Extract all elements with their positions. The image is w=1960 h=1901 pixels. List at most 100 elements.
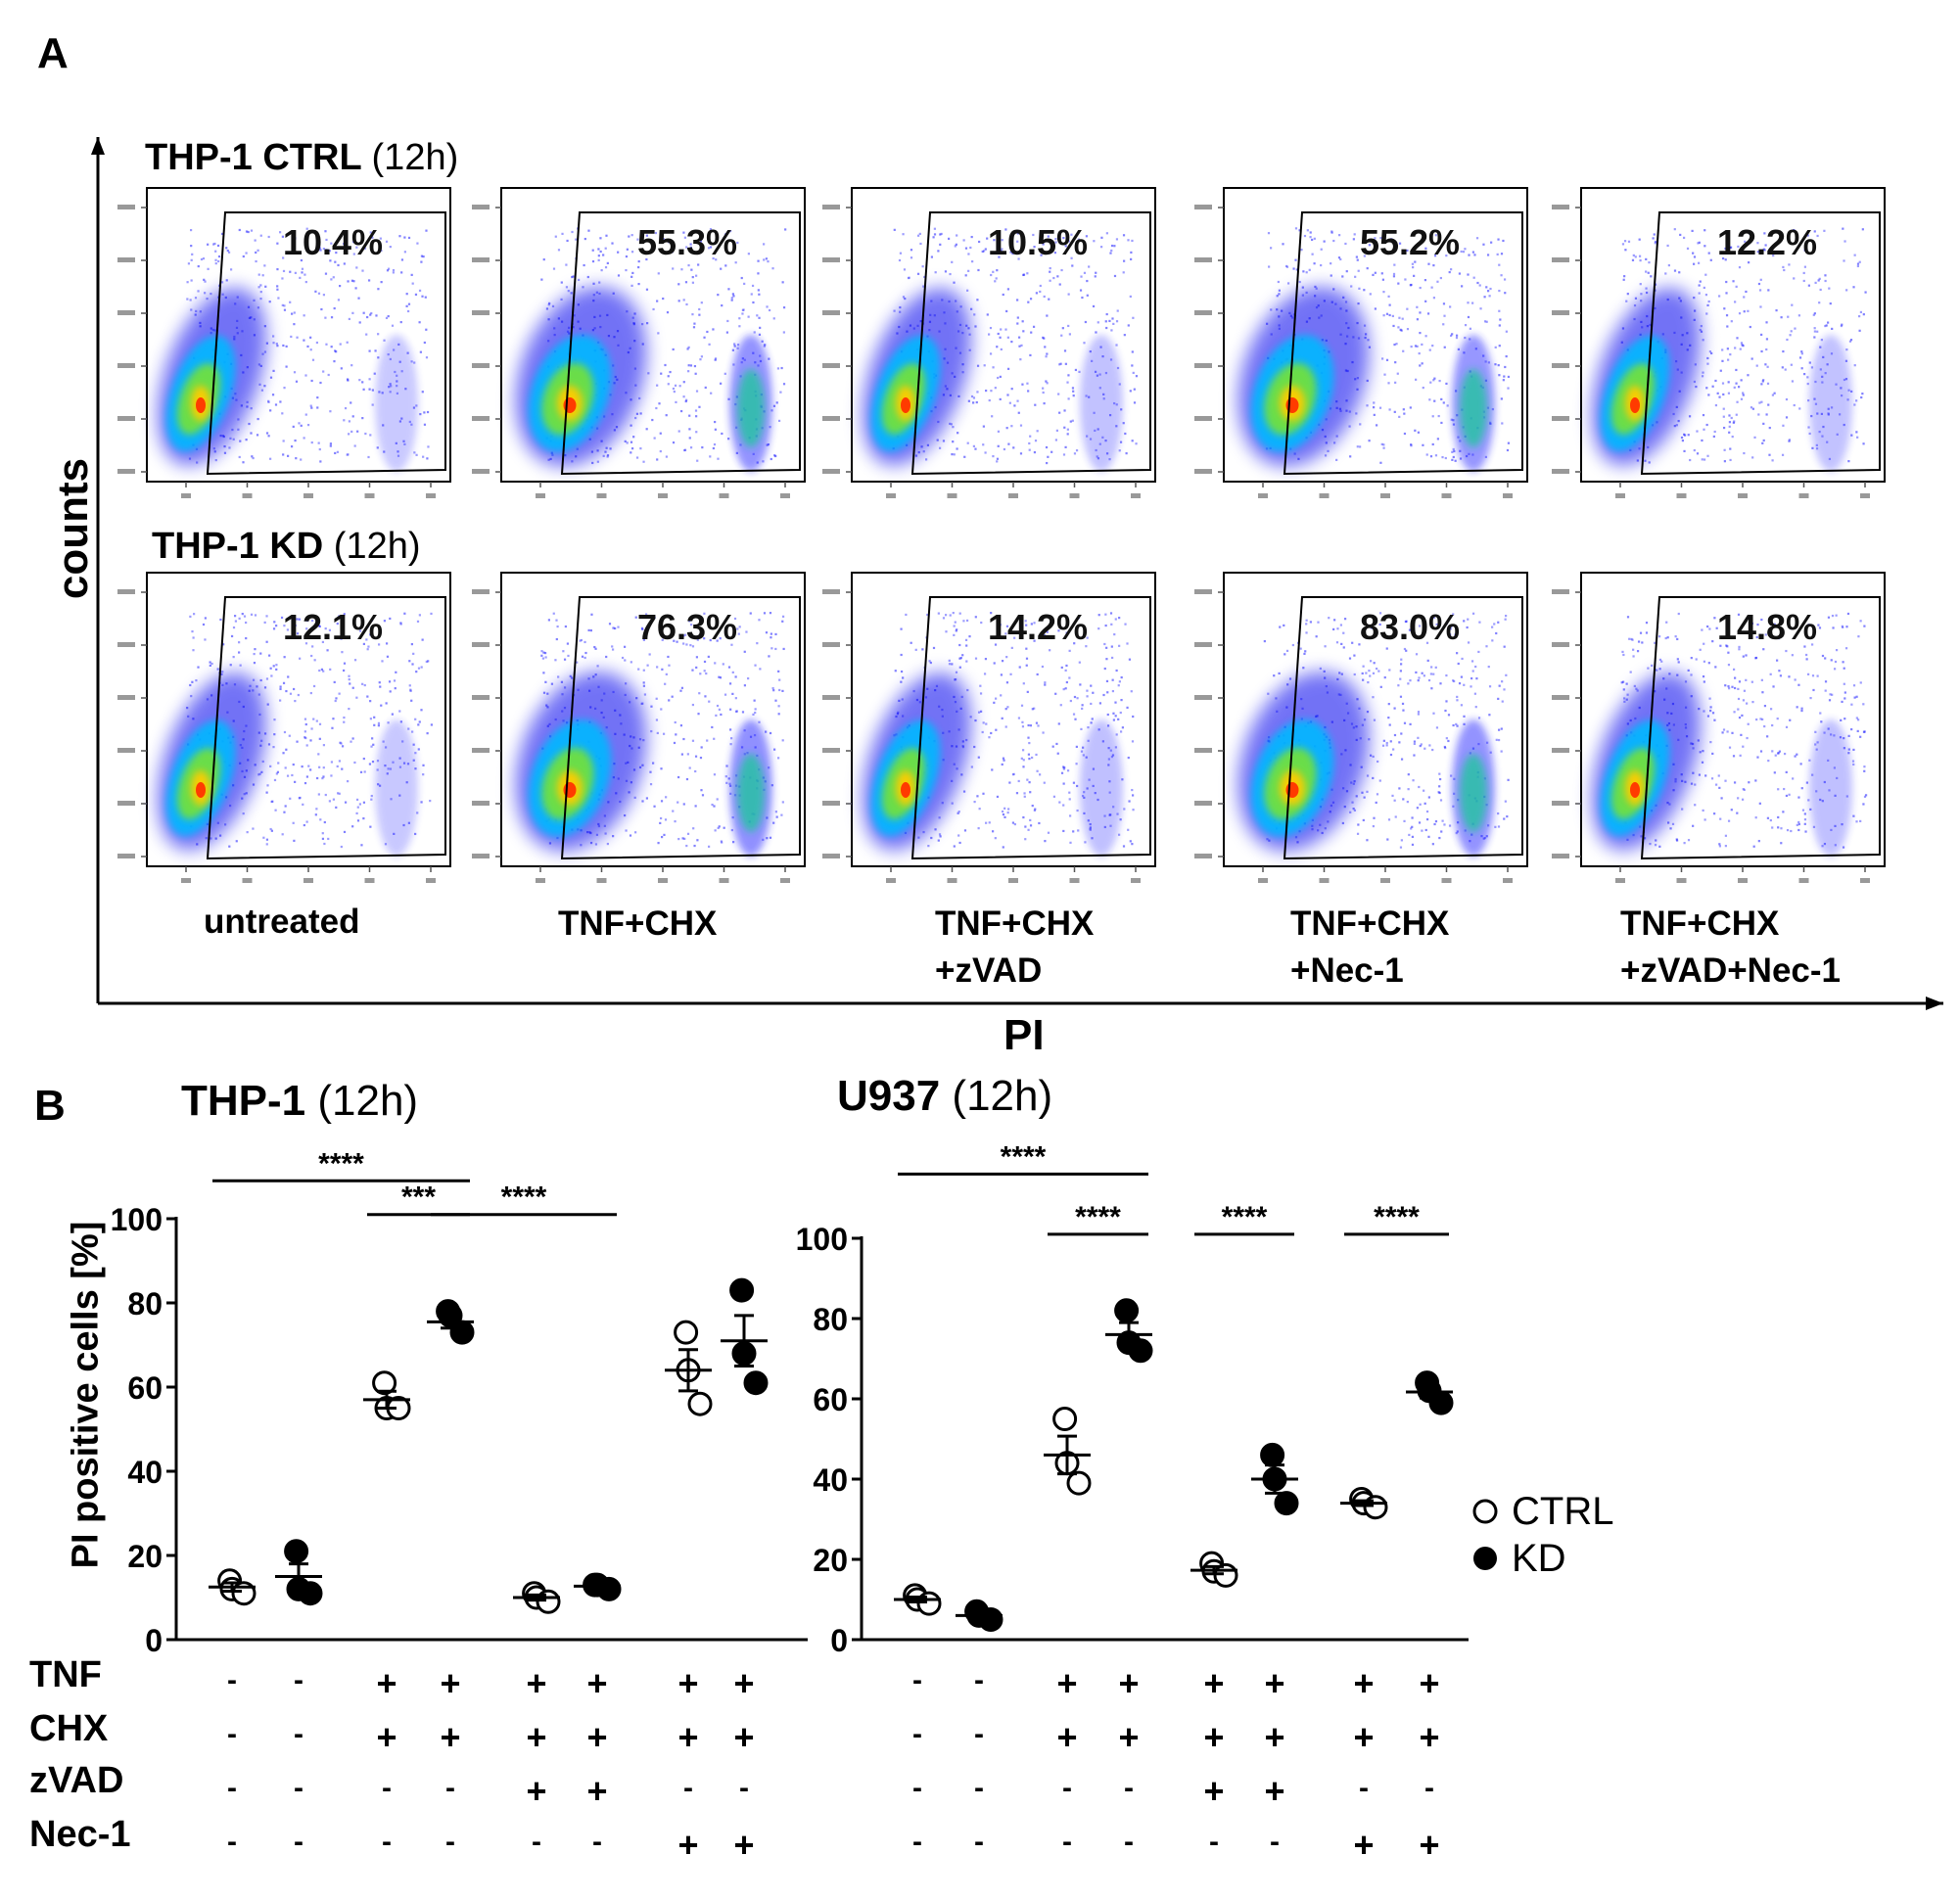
flow-plot-x-tick-label (536, 493, 545, 498)
flow-plot-event (775, 815, 778, 818)
flow-plot-event (1072, 781, 1076, 784)
flow-plot-event (673, 741, 677, 745)
flow-plot-y-tick-label (1552, 695, 1569, 700)
flow-plot-event (269, 765, 272, 767)
flow-plot-event (252, 456, 255, 460)
flow-plot-event (1704, 294, 1708, 297)
flow-plot-event (1677, 612, 1680, 616)
flow-plot-event (633, 796, 636, 799)
flow-plot-event (1409, 406, 1412, 409)
flow-plot-event (343, 613, 346, 616)
flow-plot-event (287, 675, 290, 678)
flow-plot-event (1788, 440, 1791, 442)
flow-plot-event (985, 389, 988, 393)
flow-plot-event (1635, 687, 1638, 690)
flow-plot-y-tick-label (1552, 589, 1569, 594)
flow-plot-event (1687, 434, 1690, 437)
flow-plot-event (282, 256, 285, 259)
flow-plot-event (1751, 456, 1754, 459)
flow-plot-event (1767, 289, 1770, 292)
flow-plot-event (1301, 286, 1304, 289)
flow-plot-event (617, 274, 621, 277)
flow-plot-event (1437, 414, 1440, 418)
flow-plot-event (355, 811, 358, 815)
flow-plot-event (1683, 434, 1687, 437)
flow-plot-event (737, 632, 740, 635)
flow-plot-event (1413, 754, 1416, 757)
flow-plot-event (1456, 724, 1459, 727)
flow-plot-event (1707, 394, 1710, 396)
flow-plot-percent: 83.0% (1360, 607, 1460, 647)
flow-plot-event (1683, 842, 1686, 845)
flow-plot-event (1393, 733, 1397, 737)
flow-plot-event (1392, 275, 1396, 278)
flow-plot-event (1440, 397, 1443, 401)
flow-plot-event (653, 805, 656, 808)
flow-plot-event (1047, 831, 1050, 834)
flow-plot-event (1671, 822, 1675, 825)
flow-plot-event (197, 666, 200, 669)
flow-plot-event (1369, 674, 1372, 677)
flow-plot-event (191, 680, 194, 683)
flow-plot-event (1505, 673, 1508, 676)
flow-plot-event (1022, 749, 1025, 752)
flow-plot-event (734, 697, 737, 700)
flow-plot-event (1385, 312, 1389, 315)
flow-plot-event (1413, 274, 1416, 277)
flow-plot-event (291, 773, 294, 777)
flow-plot-event (1405, 649, 1408, 652)
flow-plot-event (1657, 635, 1661, 638)
flow-plot-event (976, 364, 980, 367)
flow-plot-percent: 10.5% (988, 222, 1088, 262)
flow-plot-event (322, 370, 325, 373)
flow-plot-event (1026, 272, 1029, 275)
flow-plot-event (1683, 449, 1686, 453)
flow-plot-event (1639, 283, 1642, 286)
flow-plot-event (1106, 713, 1109, 717)
flow-plot-event (1402, 798, 1405, 801)
flow-plot-event (1377, 670, 1380, 672)
flow-plot-event (1394, 815, 1397, 818)
flow-plot-event (281, 235, 285, 238)
flow-plot-event (266, 703, 269, 706)
flow-plot-event (699, 756, 703, 760)
flow-plot-event (1840, 719, 1843, 721)
flow-plot-event (1718, 786, 1721, 789)
flow-plot-event (1698, 292, 1701, 295)
flow-plot-event (1373, 401, 1376, 404)
flow-plot-event (1699, 280, 1702, 283)
flow-plot-event (1738, 265, 1742, 269)
flow-plot-event (1123, 808, 1126, 811)
flow-plot-event (1632, 655, 1635, 658)
flow-plot-event (1305, 631, 1308, 634)
flow-plot-event (1051, 745, 1054, 748)
flow-plot-event (993, 239, 996, 242)
flow-plot-event (566, 239, 569, 243)
flow-plot-event (1102, 693, 1105, 697)
flow-plot-event (348, 420, 351, 423)
flow-plot-event (1857, 635, 1860, 638)
flow-plot-event (1075, 763, 1078, 765)
flow-plot-event (694, 805, 697, 808)
flow-plot-event (377, 356, 380, 359)
flow-plot-event (634, 416, 637, 420)
flow-plot-event (296, 740, 299, 743)
flow-plot-event (608, 623, 612, 626)
flow-plot-event (1385, 741, 1388, 745)
flow-plot-event (1066, 381, 1069, 384)
flow-plot-event (1498, 289, 1501, 293)
flow-plot-event (1759, 278, 1762, 281)
flow-plot-event (694, 372, 697, 375)
flow-plot-event (1095, 271, 1097, 274)
flow-plot-event (1488, 714, 1491, 717)
flow-plot-event (1841, 700, 1843, 704)
flow-plot-event (1802, 271, 1805, 275)
flow-plot-event (220, 672, 223, 675)
flow-plot-event (1695, 658, 1698, 661)
flow-plot-event (630, 251, 634, 254)
flow-plot-event (1743, 296, 1746, 299)
flow-plot-event (602, 254, 605, 256)
flow-plot-event (1824, 689, 1827, 692)
flow-plot-event (1412, 265, 1415, 269)
flow-plot-event (771, 687, 774, 690)
